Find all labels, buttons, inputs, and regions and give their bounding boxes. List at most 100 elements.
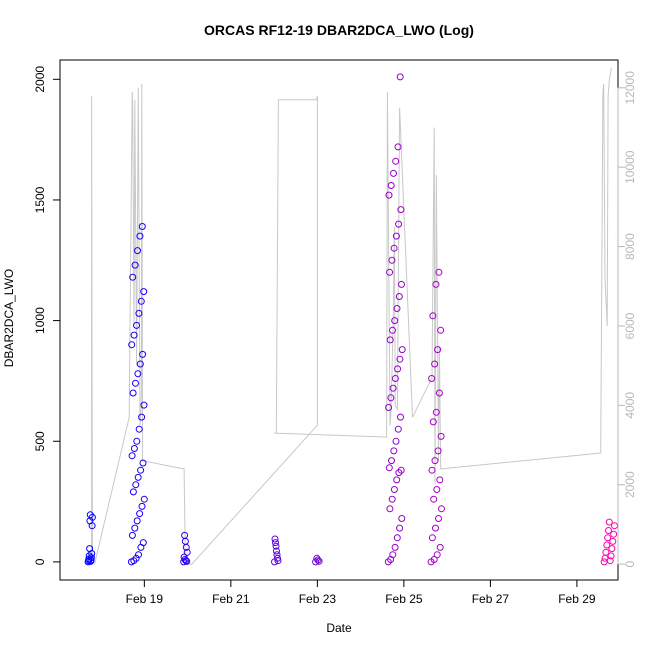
y-tick-label-right: 8000 [623,233,637,260]
data-point [132,379,139,387]
data-point [134,473,142,481]
data-point [429,312,437,320]
x-tick-label: Feb 25 [385,592,423,606]
y-axis-label: DBAR2DCA_LWO [2,269,16,367]
data-point [397,206,405,214]
data-point [391,375,399,382]
data-point [396,73,404,81]
y-tick-label-right: 0 [623,560,637,567]
y-tick-label-right: 10000 [623,150,637,184]
data-point [183,548,191,556]
data-point [136,510,144,518]
data-point [389,551,397,559]
data-point [398,280,405,288]
data-point [137,297,145,305]
data-point [86,511,94,519]
data-point [435,515,442,522]
data-point [389,384,397,392]
data-point [429,418,437,426]
data-point [134,247,141,255]
data-point [396,355,404,363]
data-point [428,466,436,474]
data-point [393,476,401,484]
data-point [131,524,139,532]
y-tick-label-right: 6000 [623,312,637,339]
data-point [273,547,280,555]
y-axis-right: 0 2000 4000 6000 8000 10000 12000 [617,71,637,567]
data-point [137,466,145,474]
data-point [385,404,393,411]
data-point [274,554,281,562]
y-tick-label-left: 2000 [33,66,47,93]
data-point [395,469,403,477]
data-point [437,432,445,440]
data-point [431,360,439,368]
data-point [397,413,404,421]
data-point [130,331,138,339]
data-point [136,360,144,368]
data-point [432,280,440,288]
data-point [135,551,142,559]
data-point [398,346,406,354]
data-point [428,534,436,542]
data-point [433,551,441,559]
data-point [390,447,398,455]
data-point [394,143,402,151]
data-point [313,554,321,562]
data-point [604,534,612,542]
data-point [133,437,141,445]
data-point [601,554,609,562]
x-axis: Feb 19 Feb 21 Feb 23 Feb 25 Feb 27 Feb 29 [126,579,596,606]
scatter-layer [84,73,618,566]
data-point [603,541,611,549]
data-point [398,515,406,522]
data-point [390,486,398,493]
data-point [390,244,398,252]
data-point [136,232,144,240]
data-point [392,157,400,165]
data-point [129,273,137,281]
secondary-line-layer [91,67,612,565]
data-point [181,531,189,539]
data-point [432,408,440,416]
data-point [437,326,445,334]
data-point [312,558,320,566]
data-point [391,543,399,551]
data-point [129,488,137,496]
data-point [387,182,395,189]
data-point [132,554,140,562]
data-point [395,220,403,228]
data-point [135,309,143,317]
data-point [128,452,136,460]
data-point [396,524,404,532]
data-point [140,288,148,296]
data-point [392,232,400,240]
data-point [430,495,438,503]
data-point [433,486,441,493]
data-point [86,545,94,553]
data-point [134,370,142,378]
data-point [139,539,147,547]
data-point [138,502,146,510]
y-tick-label-right: 12000 [623,71,637,105]
y-tick-label-right: 2000 [623,471,637,498]
data-point [272,539,279,547]
x-tick-label: Feb 23 [299,592,337,606]
data-point [271,535,279,543]
data-point [388,256,396,264]
data-point [139,459,147,467]
data-point [385,464,393,472]
data-point [182,557,190,565]
secondary-series-line [91,67,612,565]
data-point [397,466,405,474]
data-point [130,445,138,452]
data-point [393,305,401,312]
data-point [138,223,146,230]
data-point [388,495,396,503]
data-point [605,518,613,526]
data-point [128,531,136,539]
data-point [387,394,395,402]
data-point [314,556,322,564]
data-point [431,457,439,465]
